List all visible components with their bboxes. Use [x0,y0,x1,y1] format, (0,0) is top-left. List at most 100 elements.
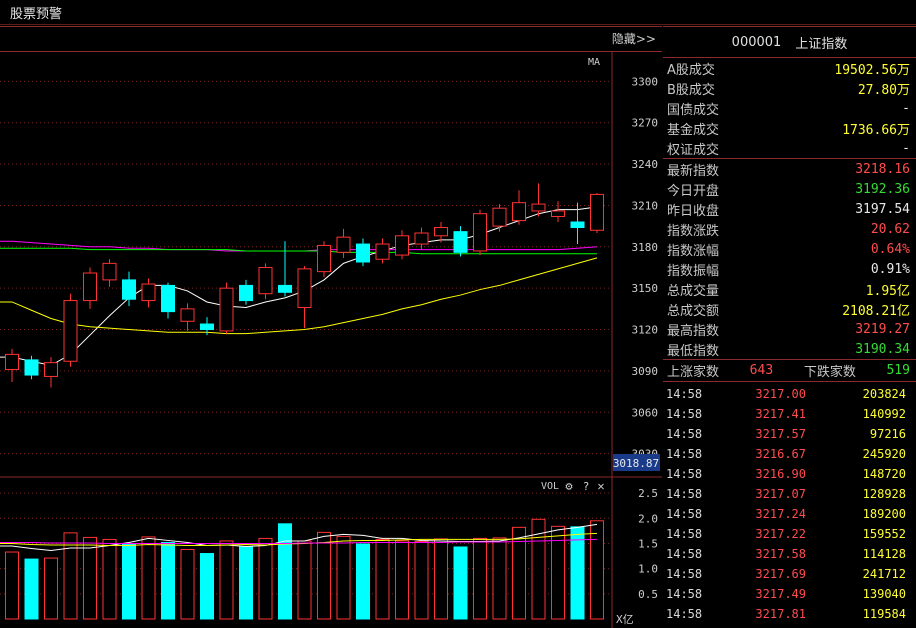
volume-bar [492,537,507,620]
stat-row: 最新指数 3218.16 [663,159,916,179]
volume-bar [531,518,546,620]
volume-bar [453,546,468,620]
vol-tick-label: 1.5 [638,537,658,550]
tick-row[interactable]: 14:58 3217.81 119584 [663,604,916,624]
stat-label: 昨日收盘 [667,203,720,219]
stat-label: 指数涨幅 [667,243,720,259]
tick-row[interactable]: 14:58 3217.69 241712 [663,564,916,584]
candle-body [141,283,156,302]
stat-label: 总成交额 [667,303,720,319]
volume-bar [24,558,39,620]
candle-body [258,266,273,295]
tick-volume: 148720 [862,467,906,481]
volume-bar [5,551,19,620]
tick-volume: 97216 [869,427,906,441]
tick-volume: 245920 [862,447,906,461]
stat-label: 最新指数 [667,163,720,179]
tick-row[interactable]: 14:58 3216.67 245920 [663,444,916,464]
tick-volume: 159552 [862,527,906,541]
price-tick-label: 3240 [632,158,659,171]
down-count: 519 [886,363,910,378]
up-count: 643 [749,363,774,378]
trade-row: 国债成交 - [663,98,916,118]
candle-body [317,244,331,273]
stat-row: 总成交量 1.95亿 [663,279,916,299]
tick-time: 14:58 [666,507,703,521]
candle-body [473,213,487,252]
stat-row: 昨日收盘 3197.54 [663,199,916,219]
tick-price: 3217.41 [755,407,806,421]
stat-row: 最高指数 3219.27 [663,319,916,339]
tick-price: 3216.67 [755,447,806,461]
trade-label: A股成交 [667,62,715,78]
current-price-tag-text: 3018.87 [613,457,659,470]
tick-row[interactable]: 14:58 3217.41 140992 [663,404,916,424]
index-stats: 最新指数 3218.16 今日开盘 3192.36 昨日收盘 3197.54 指数涨跌 20.… [663,159,916,360]
tick-price: 3217.24 [755,507,806,521]
chart-toolbar: 隐藏>> [0,26,662,52]
tick-price: 3217.07 [755,487,806,501]
current-price-tag [613,454,660,471]
tick-row[interactable]: 14:58 3217.57 97216 [663,424,916,444]
candle-body [44,362,58,377]
candle-body [122,279,136,300]
candle-body [453,231,468,253]
stat-label: 总成交量 [667,283,720,299]
candle-body [5,353,19,371]
candle-body [395,235,409,256]
tick-row[interactable]: 14:58 3216.90 148720 [663,464,916,484]
close-icon: ✕ [597,479,604,493]
stat-value: 3218.16 [855,161,910,177]
candle-body [200,323,214,331]
volume-bar [336,535,351,620]
hide-panel-button[interactable]: 隐藏>> [611,32,656,46]
tick-time: 14:58 [666,527,703,541]
candle-body [24,359,39,376]
stat-row: 指数涨跌 20.62 [663,219,916,239]
tick-time: 14:58 [666,387,703,401]
tick-row[interactable]: 14:58 3217.58 114128 [663,544,916,564]
candle-body [278,284,292,293]
volume-bar [473,537,487,620]
volume-bar [414,540,429,620]
price-tick-label: 3300 [632,75,659,88]
tick-row[interactable]: 14:58 3217.00 203824 [663,384,916,404]
stat-value: 3219.27 [855,321,910,337]
trade-summary: A股成交 19502.56万 B股成交 27.80万 国债成交 - 基金成交 1736.66万… [663,58,916,159]
tick-price: 3217.57 [755,427,806,441]
candle-body [356,243,370,263]
volume-bar [590,520,604,620]
stat-value: 0.91% [870,261,910,277]
tick-row[interactable]: 14:58 3217.07 128928 [663,484,916,504]
tick-price: 3216.90 [755,467,806,481]
volume-bar [83,536,97,620]
tick-row[interactable]: 14:58 3217.24 189200 [663,504,916,524]
tick-time: 14:58 [666,407,703,421]
ma-line-ma10 [0,257,598,335]
tick-time: 14:58 [666,427,703,441]
candle-body [63,300,78,362]
tick-price: 3217.81 [755,607,806,621]
candle-body [83,272,97,302]
stat-label: 最高指数 [667,323,720,339]
kline-chart[interactable]: 3300327032403210318031503120309030603030… [0,51,662,628]
candle-body [531,203,546,212]
vol-ma-line-vma10 [0,532,598,546]
vol-ma-line-vma5 [0,523,598,552]
candle-body [239,284,253,302]
tick-row[interactable]: 14:58 3217.22 159552 [663,524,916,544]
stat-value: 20.62 [870,221,910,237]
stat-row: 指数振幅 0.91% [663,259,916,279]
tick-row[interactable]: 14:58 3217.49 139040 [663,584,916,604]
volume-bar [570,526,585,620]
tick-volume: 241712 [862,567,906,581]
tick-list[interactable]: 14:58 3217.00 203824 14:58 3217.41 140992 14:5… [663,382,916,624]
tick-price: 3217.58 [755,547,806,561]
candle-body [375,243,390,260]
volume-bar [375,538,390,620]
tick-time: 14:58 [666,447,703,461]
vol-tick-label: 0.5 [638,588,658,601]
tick-time: 14:58 [666,607,703,621]
tick-time: 14:58 [666,587,703,601]
price-tick-label: 3210 [632,199,659,212]
